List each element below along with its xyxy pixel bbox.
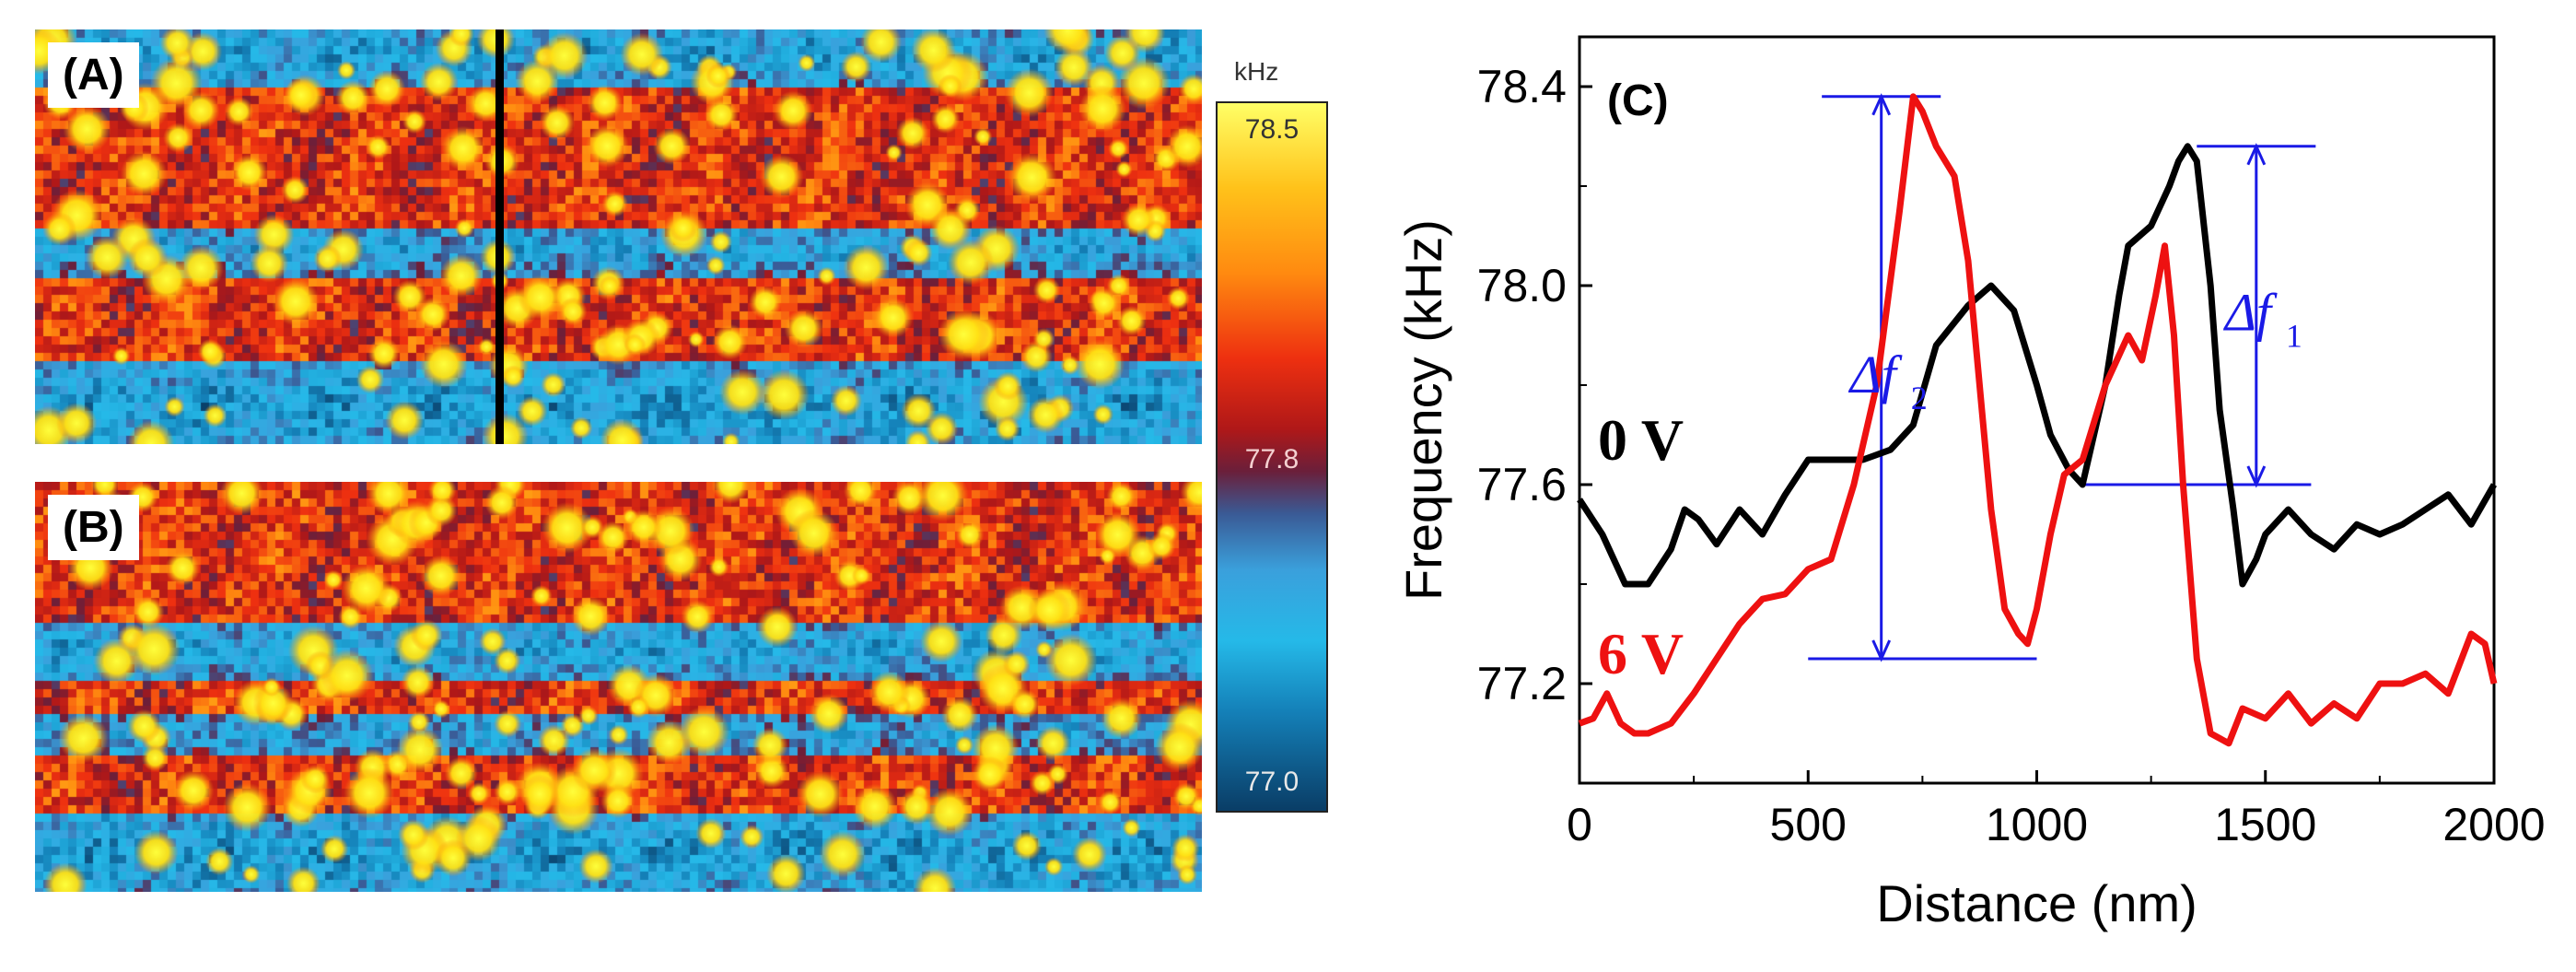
delta-f2-label: Δf [1848, 345, 1903, 404]
delta-f2-label-subscript: 2 [1911, 380, 1928, 416]
frequency-map-b [35, 482, 1202, 892]
y-tick-label: 78.0 [1477, 260, 1567, 311]
series-line-0v [1577, 143, 2498, 588]
colorbar-gradient [1218, 103, 1326, 811]
colorbar: 78.5 77.8 77.0 [1216, 101, 1328, 813]
colorbar-min-label: 77.0 [1244, 767, 1300, 797]
x-tick-label: 500 [1770, 799, 1847, 850]
afm-map-panel-a: (A) [35, 29, 1202, 444]
delta-f1-label: Δf [2223, 282, 2278, 342]
series-line-6v [1578, 93, 2498, 747]
delta-f1-label-subscript: 1 [2286, 317, 2302, 354]
delta-f1-arrow-head-down [2246, 465, 2267, 488]
panel-label-a: (A) [48, 42, 139, 108]
delta-f1-arrow-head-up [2246, 143, 2267, 166]
plot-frame [1578, 35, 2496, 785]
x-tick-label: 2000 [2442, 799, 2545, 850]
delta-f2-arrow-head-down [1871, 639, 1892, 662]
colorbar-mid-label: 77.8 [1244, 444, 1300, 474]
colorbar-unit: kHz [1234, 57, 1279, 86]
series-label-0v: 0 V [1598, 407, 1684, 473]
x-axis-title: Distance (nm) [1876, 874, 2197, 932]
y-tick-label: 77.2 [1477, 658, 1567, 709]
afm-map-panel-b: (B) [35, 482, 1202, 892]
x-tick-label: 1500 [2214, 799, 2316, 850]
panel-label-b: (B) [48, 495, 139, 560]
frequency-line-chart: 0 500 1000 1500 2000 77.2 77.6 78.0 78.4 Distance… [1394, 35, 2546, 932]
y-tick-label: 78.4 [1477, 61, 1567, 112]
y-axis-title: Frequency (kHz) [1394, 219, 1452, 601]
panel-label-c: (C) [1607, 76, 1669, 125]
frequency-map-a [35, 29, 1202, 444]
x-tick-label: 1000 [1986, 799, 2088, 850]
y-tick-label: 77.6 [1477, 459, 1567, 510]
line-profile-marker [495, 29, 504, 444]
colorbar-max-label: 78.5 [1244, 114, 1300, 145]
series-label-6v: 6 V [1598, 621, 1684, 686]
x-tick-label: 0 [1567, 799, 1592, 850]
delta-f2-arrow-head-up [1871, 93, 1892, 116]
